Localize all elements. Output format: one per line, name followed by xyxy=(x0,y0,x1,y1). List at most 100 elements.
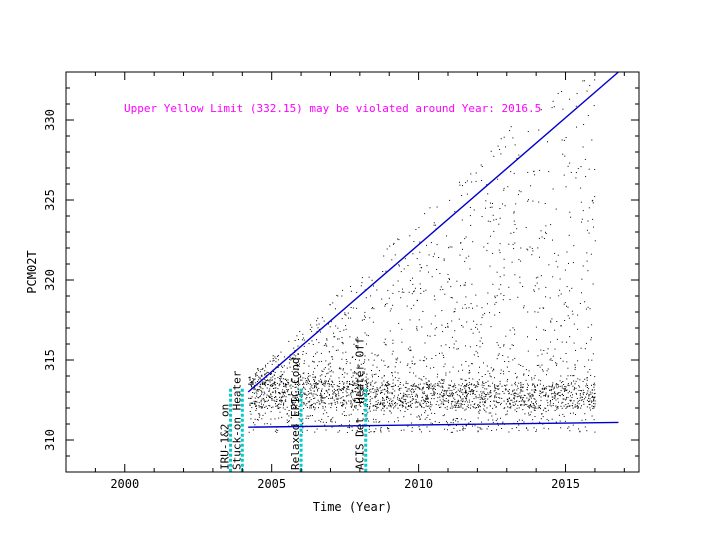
data-point xyxy=(259,386,261,388)
data-point xyxy=(594,397,596,399)
data-point xyxy=(339,383,341,384)
data-point xyxy=(495,393,497,395)
data-point xyxy=(359,393,361,395)
data-point xyxy=(353,400,355,401)
data-point xyxy=(503,392,505,394)
data-point xyxy=(440,379,442,381)
data-point xyxy=(430,409,431,411)
data-point xyxy=(461,404,463,405)
data-point xyxy=(447,281,449,283)
data-point xyxy=(419,241,421,243)
data-point xyxy=(306,381,308,383)
data-point xyxy=(531,401,532,403)
data-point xyxy=(426,365,428,367)
data-point xyxy=(438,381,440,382)
data-point xyxy=(402,395,404,397)
data-point xyxy=(293,361,295,363)
data-point xyxy=(480,164,482,166)
data-point xyxy=(328,394,330,395)
data-point xyxy=(279,375,281,377)
data-point xyxy=(494,395,496,397)
data-point xyxy=(590,374,592,376)
data-point xyxy=(318,403,320,405)
data-point xyxy=(577,328,579,330)
data-point xyxy=(572,424,574,426)
data-point xyxy=(552,355,554,357)
data-point xyxy=(551,360,553,361)
data-point xyxy=(366,334,368,336)
data-point xyxy=(332,397,334,399)
data-point xyxy=(468,365,470,367)
data-point xyxy=(489,375,491,377)
data-points xyxy=(248,79,596,433)
data-point xyxy=(295,397,297,399)
data-point xyxy=(350,400,352,402)
data-point xyxy=(403,268,405,270)
data-point xyxy=(275,403,276,405)
data-point xyxy=(264,382,266,384)
data-point xyxy=(392,339,394,341)
data-point xyxy=(463,386,465,388)
data-point xyxy=(368,393,369,395)
data-point xyxy=(421,414,422,416)
data-point xyxy=(381,359,383,361)
data-point xyxy=(569,390,570,392)
data-point xyxy=(465,425,467,427)
data-point xyxy=(425,378,427,380)
data-point xyxy=(442,386,444,388)
data-point xyxy=(545,231,546,233)
data-point xyxy=(569,211,571,213)
data-point xyxy=(413,383,415,385)
data-point xyxy=(359,405,361,407)
data-point xyxy=(315,393,317,395)
data-point xyxy=(552,239,553,241)
data-point xyxy=(407,348,409,350)
data-point xyxy=(339,331,341,332)
data-point xyxy=(580,166,582,168)
data-point xyxy=(471,383,473,385)
data-point xyxy=(499,347,501,349)
data-point xyxy=(466,180,468,182)
data-point xyxy=(435,404,437,405)
data-point xyxy=(442,389,443,391)
data-point xyxy=(407,383,409,385)
data-point xyxy=(445,400,447,402)
data-point xyxy=(566,397,567,399)
data-point xyxy=(581,292,582,294)
data-point xyxy=(485,411,487,413)
data-point xyxy=(364,315,365,317)
data-point xyxy=(492,407,494,409)
data-point xyxy=(382,403,384,405)
data-point xyxy=(260,369,262,370)
data-point xyxy=(317,317,319,319)
data-point xyxy=(464,260,466,262)
data-point xyxy=(281,400,283,402)
data-point xyxy=(513,396,515,398)
data-point xyxy=(559,420,561,422)
data-point xyxy=(489,373,491,375)
data-point xyxy=(432,385,434,387)
data-point xyxy=(332,346,334,348)
data-point xyxy=(282,373,284,375)
data-point xyxy=(519,282,521,284)
data-point xyxy=(409,396,411,398)
data-point xyxy=(288,382,290,384)
data-point xyxy=(443,357,445,358)
data-point xyxy=(494,395,496,397)
data-point xyxy=(528,375,529,376)
data-point xyxy=(522,398,523,400)
data-point xyxy=(440,403,442,405)
data-point xyxy=(447,429,448,431)
data-point xyxy=(570,391,572,393)
data-point xyxy=(411,388,413,390)
data-point xyxy=(283,356,285,358)
data-point xyxy=(474,387,476,388)
data-point xyxy=(430,422,432,424)
data-point xyxy=(313,406,315,408)
data-point xyxy=(298,339,299,340)
data-point xyxy=(507,398,509,400)
data-point xyxy=(264,384,266,386)
data-point xyxy=(486,388,488,390)
data-point xyxy=(324,367,326,369)
data-point xyxy=(578,389,580,391)
